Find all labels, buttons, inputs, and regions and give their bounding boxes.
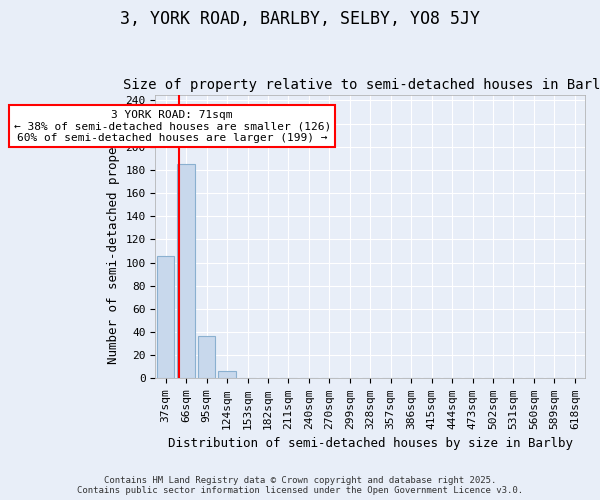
X-axis label: Distribution of semi-detached houses by size in Barlby: Distribution of semi-detached houses by …: [168, 437, 573, 450]
Bar: [198, 336, 215, 378]
Text: 3, YORK ROAD, BARLBY, SELBY, YO8 5JY: 3, YORK ROAD, BARLBY, SELBY, YO8 5JY: [120, 10, 480, 28]
Text: Contains HM Land Registry data © Crown copyright and database right 2025.
Contai: Contains HM Land Registry data © Crown c…: [77, 476, 523, 495]
Bar: [157, 256, 175, 378]
Text: 3 YORK ROAD: 71sqm
← 38% of semi-detached houses are smaller (126)
60% of semi-d: 3 YORK ROAD: 71sqm ← 38% of semi-detache…: [14, 110, 331, 143]
Y-axis label: Number of semi-detached properties: Number of semi-detached properties: [107, 109, 120, 364]
Bar: [178, 164, 195, 378]
Title: Size of property relative to semi-detached houses in Barlby: Size of property relative to semi-detach…: [123, 78, 600, 92]
Bar: [218, 372, 236, 378]
